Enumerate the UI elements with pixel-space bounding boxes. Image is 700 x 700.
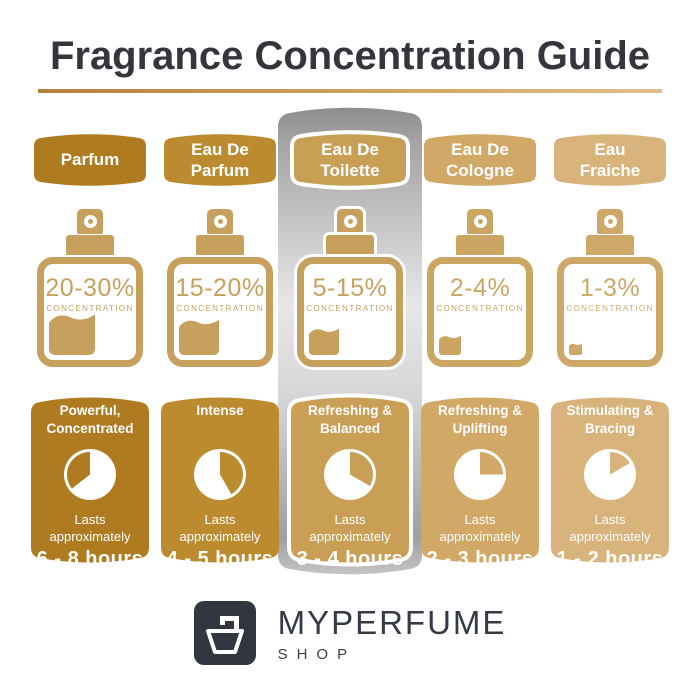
bottle-body: 15-20% CONCENTRATION bbox=[167, 257, 273, 367]
concentration-label: CONCENTRATION bbox=[566, 304, 654, 313]
lasts-label: Lasts approximately bbox=[569, 512, 651, 545]
bottle-neck bbox=[456, 235, 504, 255]
info-card: Stimulating & Bracing Lasts approximatel… bbox=[550, 389, 670, 571]
duration-value: 1 - 2 hours bbox=[556, 548, 664, 570]
character-label: Intense bbox=[196, 403, 244, 418]
concentration-label: CONCENTRATION bbox=[306, 304, 394, 313]
brand-icon bbox=[193, 601, 256, 665]
clock-pie-icon bbox=[584, 448, 636, 501]
bottle-neck bbox=[586, 235, 634, 255]
concentration-value: 2-4% bbox=[449, 274, 511, 302]
column-eau-de-cologne: Eau De Cologne 2-4% CONCENTRATION Refres… bbox=[419, 131, 541, 571]
tab-shape bbox=[554, 134, 666, 186]
header: Fragrance Concentration Guide bbox=[0, 0, 700, 93]
perfume-bottle-icon: 2-4% CONCENTRATION bbox=[427, 209, 533, 367]
category-tab-label: Eau De Toilette bbox=[320, 139, 380, 180]
character-label: Refreshing & Balanced bbox=[307, 403, 392, 436]
category-tab-label: Eau De Cologne bbox=[446, 139, 514, 180]
tab-shape bbox=[424, 134, 536, 186]
title-underline bbox=[38, 89, 662, 93]
category-tab: Eau De Toilette bbox=[290, 130, 410, 190]
info-card: Powerful, Concentrated Lasts approximate… bbox=[30, 389, 150, 571]
concentration-label: CONCENTRATION bbox=[46, 304, 134, 313]
duration-value: 6 - 8 hours bbox=[36, 548, 144, 570]
tab-shape bbox=[164, 134, 276, 186]
bottle-neck bbox=[66, 235, 114, 255]
info-card: Refreshing & Balanced Lasts approximatel… bbox=[287, 389, 413, 571]
duration-value: 2 - 3 hours bbox=[426, 548, 534, 570]
category-tab: Eau De Cologne bbox=[423, 131, 537, 189]
category-tab-label: Eau De Parfum bbox=[190, 139, 250, 180]
lasts-label: Lasts approximately bbox=[179, 512, 261, 545]
clock-pie-icon bbox=[454, 448, 506, 501]
info-card: Refreshing & Uplifting Lasts approximate… bbox=[420, 389, 540, 571]
character-label: Powerful, Concentrated bbox=[46, 403, 134, 436]
column-eau-fraiche: Eau Fraiche 1-3% CONCENTRATION Stimulati… bbox=[549, 131, 671, 571]
lasts-label: Lasts approximately bbox=[439, 512, 521, 545]
clock-pie-icon bbox=[324, 448, 376, 501]
tab-shape bbox=[34, 134, 146, 186]
bottle-neck bbox=[196, 235, 244, 255]
category-tab: Eau Fraiche bbox=[553, 131, 667, 189]
bottle-body: 5-15% CONCENTRATION bbox=[297, 257, 403, 367]
lasts-label: Lasts approximately bbox=[309, 512, 391, 545]
concentration-value: 20-30% bbox=[45, 274, 135, 302]
bottle-body: 20-30% CONCENTRATION bbox=[37, 257, 143, 367]
bottle-body: 2-4% CONCENTRATION bbox=[427, 257, 533, 367]
duration-value: 4 - 5 hours bbox=[166, 548, 274, 570]
perfume-bottle-icon: 20-30% CONCENTRATION bbox=[37, 209, 143, 367]
spray-nozzle-icon bbox=[467, 209, 493, 234]
columns-row: Parfum 20-30% CONCENTRATION Powerful, Co… bbox=[0, 107, 700, 575]
bottle-body: 1-3% CONCENTRATION bbox=[557, 257, 663, 367]
brand-logo: MYPERFUME SHOP bbox=[0, 601, 700, 665]
concentration-label: CONCENTRATION bbox=[176, 304, 264, 313]
concentration-value: 15-20% bbox=[175, 274, 265, 302]
character-label: Refreshing & Uplifting bbox=[437, 403, 522, 436]
column-parfum: Parfum 20-30% CONCENTRATION Powerful, Co… bbox=[29, 131, 151, 571]
liquid-fill bbox=[439, 335, 461, 355]
column-eau-de-toilette: Eau De Toilette 5-15% CONCENTRATION Refr… bbox=[278, 107, 422, 575]
tab-shape bbox=[290, 130, 410, 190]
clock-pie-icon bbox=[194, 448, 246, 501]
brand-subtitle: SHOP bbox=[277, 645, 357, 663]
concentration-label: CONCENTRATION bbox=[436, 304, 524, 313]
liquid-fill bbox=[49, 314, 95, 355]
perfume-bottle-icon: 15-20% CONCENTRATION bbox=[167, 209, 273, 367]
perfume-bottle-icon: 5-15% CONCENTRATION bbox=[297, 209, 403, 367]
info-card: Intense Lasts approximately 4 - 5 hours bbox=[160, 389, 280, 571]
concentration-value: 5-15% bbox=[312, 274, 388, 302]
spray-nozzle-icon bbox=[207, 209, 233, 234]
spray-nozzle-icon bbox=[597, 209, 623, 234]
spray-nozzle-icon bbox=[337, 209, 363, 234]
page-title: Fragrance Concentration Guide bbox=[49, 34, 651, 78]
category-tab-label: Parfum bbox=[60, 150, 120, 170]
liquid-fill bbox=[179, 319, 219, 355]
duration-value: 3 - 4 hours bbox=[296, 548, 404, 570]
character-label: Stimulating & Bracing bbox=[566, 403, 654, 436]
lasts-label: Lasts approximately bbox=[49, 512, 131, 545]
spray-nozzle-icon bbox=[77, 209, 103, 234]
category-tab: Parfum bbox=[33, 131, 147, 189]
perfume-bottle-icon: 1-3% CONCENTRATION bbox=[557, 209, 663, 367]
category-tab-label: Eau Fraiche bbox=[579, 139, 641, 180]
brand-name: MYPERFUME bbox=[277, 603, 507, 641]
clock-pie-icon bbox=[64, 448, 116, 501]
concentration-value: 1-3% bbox=[579, 274, 641, 302]
column-eau-de-parfum: Eau De Parfum 15-20% CONCENTRATION Inten… bbox=[159, 131, 281, 571]
liquid-fill bbox=[309, 328, 339, 355]
bottle-neck bbox=[326, 235, 374, 255]
liquid-fill bbox=[569, 343, 582, 355]
category-tab: Eau De Parfum bbox=[163, 131, 277, 189]
